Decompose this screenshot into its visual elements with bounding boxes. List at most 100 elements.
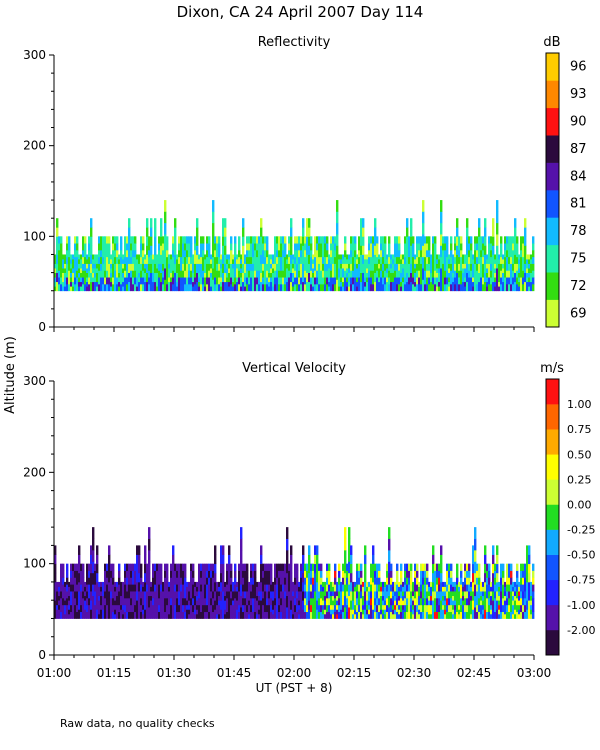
data-cell [174, 611, 177, 619]
data-cell [196, 609, 199, 615]
data-cell [328, 268, 331, 273]
data-cell [410, 591, 413, 599]
data-cell [444, 609, 447, 615]
data-cell [448, 577, 451, 585]
data-cell [432, 581, 435, 592]
data-cell [76, 591, 79, 599]
data-cell [422, 611, 425, 619]
data-cell [90, 263, 93, 273]
data-cell [78, 581, 81, 592]
data-cell [248, 243, 251, 251]
data-cell [468, 243, 471, 251]
data-cell [192, 591, 195, 599]
data-cell [182, 270, 185, 278]
colorbar-swatch [546, 244, 559, 273]
data-cell [244, 268, 247, 273]
data-cell [120, 236, 123, 244]
data-cell [78, 277, 81, 283]
data-cell [516, 584, 519, 592]
data-cell [282, 611, 285, 619]
data-cell [404, 570, 407, 578]
data-cell [206, 563, 209, 571]
data-cell [402, 259, 405, 264]
data-cell [208, 591, 211, 599]
data-cell [256, 249, 259, 258]
data-cell [424, 604, 427, 613]
data-cell [484, 245, 487, 255]
data-cell [70, 268, 73, 273]
data-cell [202, 591, 205, 599]
data-cell [316, 554, 319, 565]
data-cell [370, 243, 373, 251]
data-cell [312, 611, 315, 619]
data-cell [282, 563, 285, 571]
data-cell [524, 254, 527, 264]
data-cell [454, 256, 457, 264]
data-cell [76, 577, 79, 585]
data-cell [520, 611, 523, 619]
data-cell [446, 570, 449, 578]
data-cell [520, 597, 523, 606]
data-cell [114, 256, 117, 264]
data-cell [288, 249, 291, 258]
data-cell [308, 245, 311, 255]
data-cell [406, 597, 409, 606]
data-cell [358, 597, 361, 606]
data-cell [394, 613, 397, 619]
data-cell [356, 268, 359, 273]
data-cell [406, 218, 409, 228]
data-cell [214, 591, 217, 601]
data-cell [414, 584, 417, 592]
data-cell [196, 245, 199, 255]
data-cell [224, 245, 227, 255]
data-cell [496, 256, 499, 269]
data-cell [240, 286, 243, 292]
data-cell [188, 595, 191, 601]
data-cell [194, 600, 197, 606]
data-cell [224, 595, 227, 601]
data-cell [312, 263, 315, 269]
data-cell [152, 263, 155, 269]
data-cell [146, 263, 149, 273]
data-cell [174, 272, 177, 283]
data-cell [172, 563, 175, 574]
data-cell [432, 572, 435, 583]
data-cell [292, 613, 295, 619]
data-cell [528, 286, 531, 292]
data-cell [240, 538, 243, 551]
data-cell [530, 277, 533, 283]
data-cell [250, 243, 253, 251]
data-cell [310, 249, 313, 258]
data-cell [376, 283, 379, 292]
data-cell [470, 609, 473, 615]
data-cell [446, 584, 449, 592]
data-cell [470, 581, 473, 587]
data-cell [524, 227, 527, 237]
data-cell [60, 256, 63, 264]
data-cell [102, 283, 105, 292]
data-cell [152, 584, 155, 592]
data-cell [212, 597, 215, 606]
data-cell [272, 613, 275, 619]
data-cell [454, 604, 457, 610]
data-cell [396, 563, 399, 571]
data-cell [260, 272, 263, 283]
data-cell [488, 270, 491, 278]
data-cell [258, 604, 261, 610]
data-cell [362, 600, 365, 606]
data-cell [526, 572, 529, 583]
data-cell [294, 263, 297, 271]
data-cell [134, 611, 137, 619]
data-cell [144, 254, 147, 260]
data-cell [460, 249, 463, 258]
data-cell [322, 600, 325, 606]
data-cell [484, 572, 487, 583]
data-cell [118, 570, 121, 578]
data-cell [278, 277, 281, 285]
data-cell [428, 283, 431, 292]
data-cell [396, 256, 399, 264]
data-cell [462, 254, 465, 260]
data-cell [486, 611, 489, 619]
data-cell [340, 591, 343, 597]
data-cell [66, 270, 69, 278]
